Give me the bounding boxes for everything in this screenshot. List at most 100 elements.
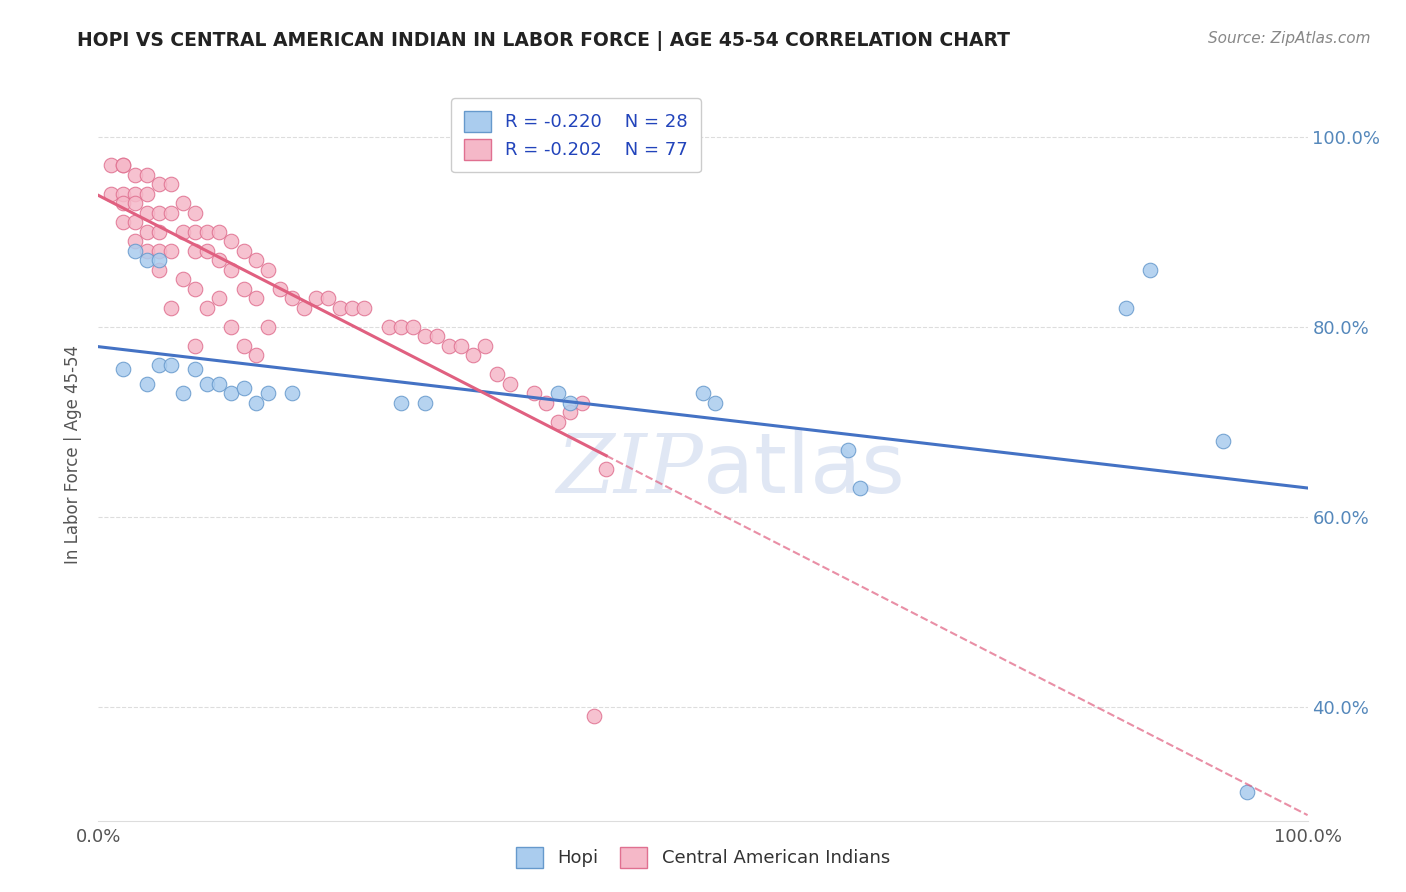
Point [148, 205, 170, 219]
Point [256, 386, 278, 401]
Point [100, 186, 122, 201]
Point [172, 196, 194, 211]
Point [558, 395, 581, 409]
Point [353, 301, 375, 315]
Point [474, 339, 496, 353]
Point [111, 186, 134, 201]
Point [148, 262, 170, 277]
Point [148, 253, 170, 268]
Point [111, 196, 134, 211]
Point [534, 395, 557, 409]
Point [124, 244, 146, 258]
Point [377, 319, 399, 334]
Point [160, 205, 183, 219]
Point [124, 234, 146, 248]
Point [148, 244, 170, 258]
Point [160, 244, 183, 258]
Point [221, 262, 243, 277]
Point [111, 362, 134, 376]
Point [184, 225, 207, 239]
Point [463, 348, 485, 362]
Point [160, 177, 183, 191]
Point [245, 291, 267, 305]
Legend: R = -0.220    N = 28, R = -0.202    N = 77: R = -0.220 N = 28, R = -0.202 N = 77 [451, 98, 700, 172]
Point [195, 301, 218, 315]
Point [135, 186, 157, 201]
Point [124, 186, 146, 201]
Point [135, 168, 157, 182]
Point [232, 244, 254, 258]
Point [232, 381, 254, 395]
Point [547, 386, 569, 401]
Point [172, 272, 194, 286]
Point [124, 196, 146, 211]
Point [184, 244, 207, 258]
Point [135, 225, 157, 239]
Point [547, 415, 569, 429]
Point [595, 462, 617, 476]
Point [208, 291, 231, 305]
Point [256, 319, 278, 334]
Point [571, 395, 593, 409]
Point [245, 348, 267, 362]
Point [305, 291, 328, 305]
Point [837, 443, 859, 458]
Point [1212, 434, 1234, 448]
Point [245, 253, 267, 268]
Point [849, 481, 872, 495]
Point [281, 386, 304, 401]
Point [232, 282, 254, 296]
Point [232, 339, 254, 353]
Point [558, 405, 581, 419]
Point [135, 253, 157, 268]
Point [208, 376, 231, 391]
Point [124, 215, 146, 229]
Point [184, 205, 207, 219]
Point [413, 329, 436, 343]
Point [342, 301, 364, 315]
Point [148, 177, 170, 191]
Point [413, 395, 436, 409]
Point [184, 282, 207, 296]
Point [221, 319, 243, 334]
Point [208, 225, 231, 239]
Point [450, 339, 472, 353]
Point [692, 386, 714, 401]
Point [269, 282, 291, 296]
Point [256, 262, 278, 277]
Point [100, 158, 122, 172]
Point [135, 376, 157, 391]
Point [124, 168, 146, 182]
Point [160, 358, 183, 372]
Point [1236, 785, 1258, 799]
Point [316, 291, 339, 305]
Point [148, 225, 170, 239]
Point [389, 395, 412, 409]
Point [437, 339, 460, 353]
Point [184, 339, 207, 353]
Text: atlas: atlas [703, 429, 904, 510]
Point [583, 709, 606, 723]
Point [704, 395, 727, 409]
Point [195, 225, 218, 239]
Point [486, 367, 509, 381]
Point [1115, 301, 1137, 315]
Point [402, 319, 425, 334]
Point [111, 158, 134, 172]
Point [160, 301, 183, 315]
Point [184, 362, 207, 376]
Y-axis label: In Labor Force | Age 45-54: In Labor Force | Age 45-54 [65, 345, 83, 565]
Point [172, 386, 194, 401]
Point [523, 386, 546, 401]
Point [111, 158, 134, 172]
Point [1139, 262, 1161, 277]
Point [195, 376, 218, 391]
Point [498, 376, 520, 391]
Point [148, 358, 170, 372]
Point [195, 244, 218, 258]
Legend: Hopi, Central American Indians: Hopi, Central American Indians [505, 836, 901, 879]
Point [281, 291, 304, 305]
Point [292, 301, 315, 315]
Point [135, 244, 157, 258]
Point [329, 301, 352, 315]
